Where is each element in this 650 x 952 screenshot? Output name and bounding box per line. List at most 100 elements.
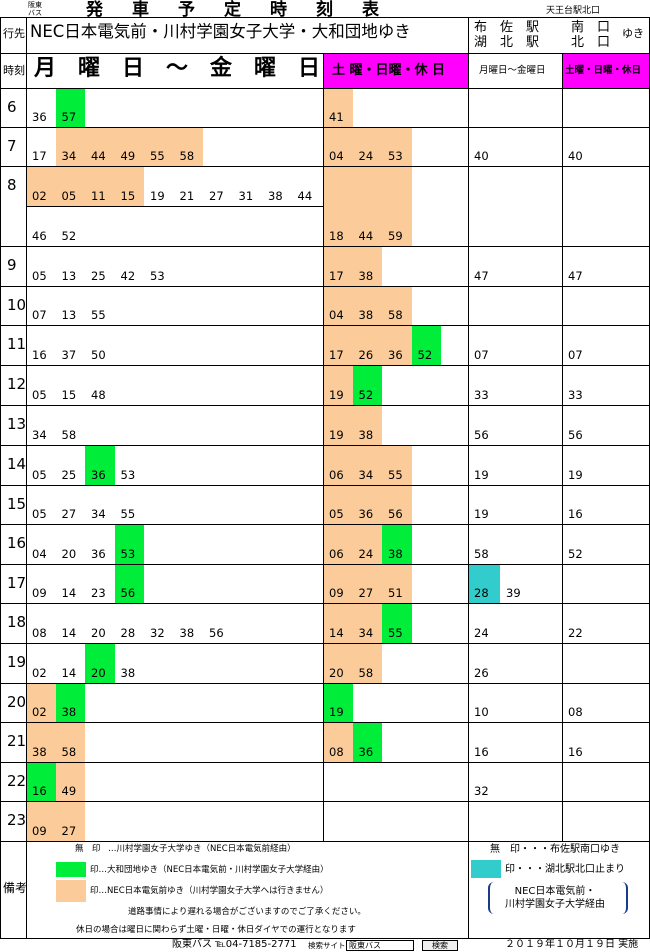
grid-line	[0, 88, 650, 89]
destination-fusa: 布 佐 駅 湖 北 駅	[474, 20, 540, 50]
holiday-minute: 58	[388, 308, 403, 322]
footer-search-input[interactable]: 阪東バス	[346, 940, 414, 951]
weekday-minute: 57	[61, 110, 77, 124]
hour-label: 10	[7, 296, 27, 314]
weekday-minute: 16	[32, 348, 47, 362]
grid-line	[0, 445, 650, 446]
weekday-minute-highlight	[55, 762, 85, 801]
legend-none-mark: 無 印	[75, 844, 101, 854]
weekday-minute: 27	[61, 507, 77, 521]
weekday-minute-highlight	[144, 127, 174, 166]
holiday-minute-highlight	[382, 325, 412, 365]
legend-item-yamato: 印…大和団地ゆき（NEC日本電気前・川村学園女子大学経由）	[90, 865, 329, 875]
holiday-minute: 53	[388, 149, 403, 163]
holiday-minute: 06	[329, 547, 344, 561]
weekday-minute: 44	[297, 189, 313, 203]
weekday-minute: 38	[179, 626, 195, 640]
holiday-minute: 04	[329, 149, 344, 163]
hour-label: 14	[7, 455, 27, 473]
grid-line	[0, 166, 650, 167]
holiday-minute: 59	[388, 229, 403, 243]
weekday-minute: 34	[61, 149, 77, 163]
holiday-minute: 41	[329, 110, 344, 124]
hour-label: 9	[7, 256, 17, 274]
holiday-minute-highlight	[352, 405, 382, 445]
holiday-minute: 56	[388, 507, 403, 521]
legend-right-kohoku: 印・・・湖北駅北口止まり	[505, 864, 625, 875]
grid-line	[0, 485, 650, 486]
weekday-minute: 44	[91, 149, 106, 163]
weekday-minute: 20	[91, 666, 106, 680]
hour-label: 15	[7, 495, 27, 513]
weekday-minute: 38	[61, 705, 77, 719]
hour-label: 19	[7, 653, 27, 671]
legend-right-none: 無 印・・・布佐駅南口ゆき	[490, 844, 620, 855]
holiday-minute: 55	[388, 468, 403, 482]
weekday-minute: 58	[179, 149, 195, 163]
weekday-minute: 58	[61, 428, 77, 442]
fusa-holiday-minute: 47	[568, 269, 583, 283]
fusa-weekday-minute: 10	[474, 705, 489, 719]
weekday-minute: 46	[32, 229, 47, 243]
hour-label: 13	[7, 415, 27, 433]
holiday-minute-highlight	[352, 722, 382, 762]
weekday-minute: 38	[120, 666, 136, 680]
holiday-minute-highlight	[382, 524, 412, 564]
hour-label: 21	[7, 732, 27, 750]
holiday-header: 土 曜・日曜・休 日	[332, 63, 446, 78]
legend-item-kawamura: …川村学園女子大学ゆき（NEC日本電気前経由）	[108, 844, 296, 854]
legend-note-delay: 道路事情により遅れる場合がございますのでご了承ください。	[128, 907, 366, 917]
grid-line	[0, 405, 650, 406]
holiday-minute-highlight	[323, 166, 353, 246]
weekday-minute: 14	[61, 666, 77, 680]
holiday-minute: 34	[358, 468, 374, 482]
weekday-minute: 48	[91, 388, 106, 402]
fusa-weekday-minute: 33	[474, 388, 489, 402]
weekday-minute: 25	[91, 269, 106, 283]
holiday-minute-highlight	[352, 445, 382, 485]
footer-search-button[interactable]: 検索	[422, 940, 458, 951]
hour-label: 23	[7, 811, 27, 829]
destination-main: NEC日本電気前・川村学園女子大学・大和団地ゆき	[30, 22, 411, 41]
grid-line	[0, 17, 1, 938]
fusa-holiday-minute: 19	[568, 468, 583, 482]
fusa-weekday-minute: 39	[506, 586, 521, 600]
weekday-minute-highlight	[26, 801, 56, 841]
fusa-weekday-header: 月曜日～金曜日	[479, 65, 546, 76]
weekday-minute: 49	[120, 149, 136, 163]
legend-green-swatch	[56, 862, 86, 877]
fusa-holiday-minute: 40	[568, 149, 583, 163]
holiday-minute-highlight	[323, 286, 353, 325]
grid-line	[0, 564, 650, 565]
weekday-minute: 28	[120, 626, 136, 640]
holiday-minute: 36	[358, 507, 374, 521]
stop-name: 天王台駅北口	[546, 6, 601, 16]
holiday-minute-highlight	[352, 127, 382, 166]
hour-label: 8	[7, 176, 17, 194]
holiday-minute-highlight	[323, 683, 353, 722]
weekday-minute: 56	[120, 586, 136, 600]
holiday-minute: 06	[329, 468, 344, 482]
hour-label: 20	[7, 693, 27, 711]
grid-line	[0, 365, 650, 366]
weekday-minute: 04	[32, 547, 47, 561]
fusa-weekday-minute-highlight	[468, 564, 500, 603]
fusa-weekday-minute: 07	[474, 348, 489, 362]
weekday-minute-highlight	[26, 166, 56, 206]
holiday-minute-highlight	[352, 325, 382, 365]
weekday-minute-highlight	[173, 127, 203, 166]
legend-right-via: NEC日本電気前・ 川村学園女子大学経由	[505, 886, 605, 910]
holiday-minute: 51	[388, 586, 403, 600]
legend-cyan-swatch	[471, 860, 501, 878]
holiday-minute-highlight	[382, 445, 412, 485]
holiday-minute: 17	[329, 269, 344, 283]
holiday-minute-highlight	[323, 603, 353, 643]
grid-line	[0, 17, 650, 18]
holiday-minute: 26	[358, 348, 374, 362]
weekday-minute: 20	[91, 626, 106, 640]
weekday-minute: 50	[91, 348, 106, 362]
holiday-minute: 38	[358, 428, 374, 442]
weekday-minute-highlight	[85, 445, 115, 485]
grid-line	[0, 683, 650, 684]
fusa-holiday-minute: 56	[568, 428, 583, 442]
